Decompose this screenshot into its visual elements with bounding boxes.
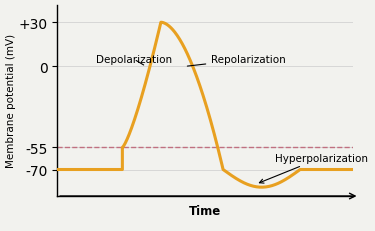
Text: Repolarization: Repolarization — [188, 55, 286, 67]
Text: Hyperpolarization: Hyperpolarization — [260, 153, 368, 183]
Text: Depolarization: Depolarization — [96, 55, 172, 66]
Text: Time: Time — [189, 204, 222, 217]
Y-axis label: Membrane potential (mV): Membrane potential (mV) — [6, 34, 15, 168]
